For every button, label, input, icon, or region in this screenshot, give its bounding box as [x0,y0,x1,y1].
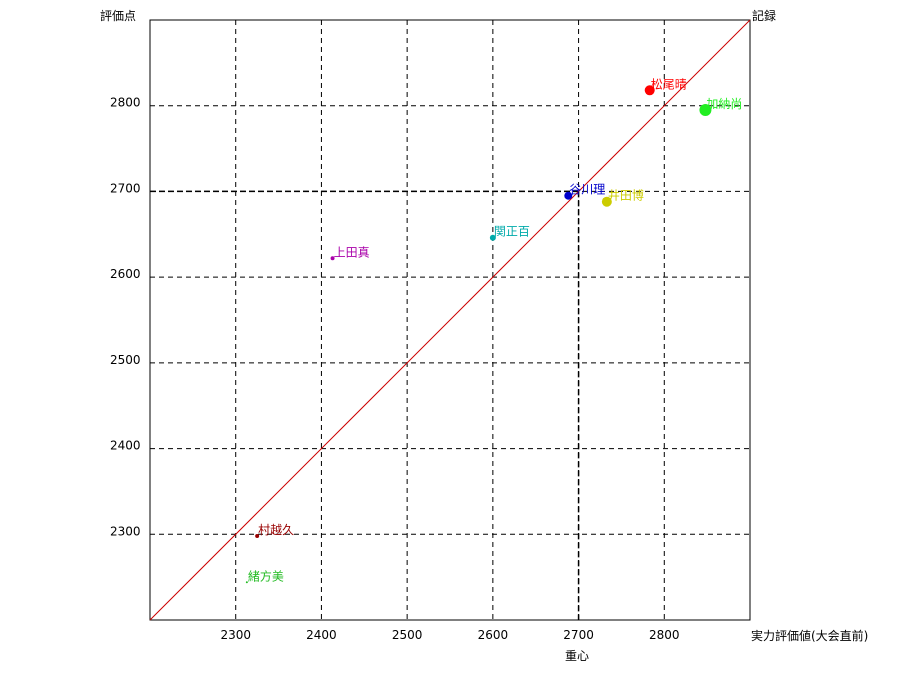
data-point [489,234,496,241]
point-label: 関正百 [494,225,530,239]
point-label: 谷川理 [569,183,605,197]
point-label: 加納尚 [706,97,742,111]
point-label: 松尾晴 [651,77,687,91]
y-axis-label: 評価点 [100,8,136,23]
y-tick-labels: 2300 2400 2500 2600 2700 2800 [110,96,141,539]
data-point [644,85,655,96]
point-label: 緒方美 [248,568,284,583]
y-tick-label: 2300 [110,524,141,538]
x-tick-label: 2300 [220,628,251,642]
centroid-label: 重心 [565,649,589,663]
x-tick-label: 2700 [563,628,594,642]
x-tick-label: 2800 [649,628,680,642]
data-point [255,534,260,538]
y-tick-label: 2800 [110,96,141,110]
diagonal-label: 記録 [752,8,776,23]
data-point [330,256,335,261]
x-tick-label: 2500 [392,628,423,642]
data-point [245,581,248,584]
x-tick-label: 2600 [478,628,509,642]
grid-lines [150,20,750,620]
y-tick-label: 2700 [110,181,141,195]
plot-frame [149,19,751,621]
data-point [601,196,612,207]
y-tick-label: 2600 [110,267,141,281]
diagonal-line [149,19,751,621]
x-tick-label: 2400 [306,628,337,642]
point-label: 村越久 [258,523,294,537]
y-tick-label: 2400 [110,439,141,453]
x-tick-labels: 2300 2400 2500 2600 2700 2800 [220,628,679,642]
data-point [699,104,712,116]
point-label: 井田博 [608,188,644,203]
y-tick-label: 2500 [110,353,141,367]
point-label: 上田真 [334,245,370,259]
data-point [564,191,573,200]
x-axis-label: 実力評価値(大会直前) [751,628,868,643]
